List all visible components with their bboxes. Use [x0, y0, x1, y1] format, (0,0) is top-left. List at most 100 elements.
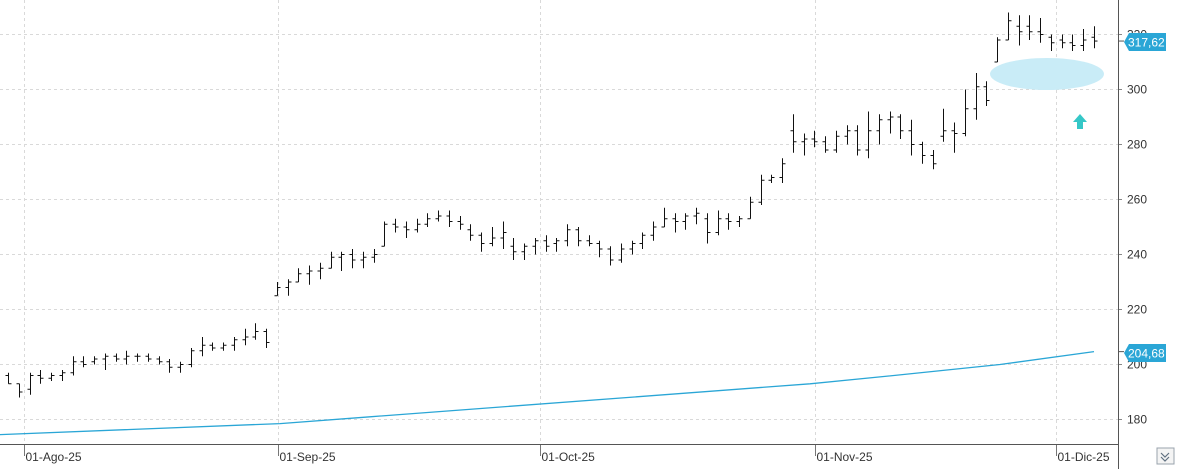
- price-bar: [919, 141, 926, 164]
- price-bar: [983, 81, 990, 106]
- price-bar: [381, 221, 388, 247]
- up-arrow-icon: [1073, 114, 1087, 129]
- price-bar: [231, 337, 238, 351]
- y-tick-label: 180: [1127, 413, 1147, 427]
- price-bar: [220, 342, 227, 351]
- price-bar: [392, 218, 399, 233]
- y-tick-label: 240: [1127, 248, 1147, 262]
- price-bar: [156, 356, 163, 365]
- price-bar: [295, 268, 302, 283]
- price-bar: [801, 133, 808, 156]
- price-bar: [285, 279, 292, 296]
- price-bar: [37, 370, 44, 384]
- grid: [0, 0, 1118, 444]
- ma-value-badge-bg: [1124, 344, 1166, 362]
- moving-average-series: [0, 350, 1095, 436]
- price-bar: [629, 240, 636, 255]
- price-bar: [596, 240, 603, 258]
- price-bar: [435, 210, 442, 222]
- price-bar: [242, 328, 249, 346]
- price-bar: [575, 227, 582, 247]
- price-bar: [940, 108, 947, 142]
- price-bar: [715, 210, 722, 236]
- price-bar: [704, 213, 711, 244]
- price-bar: [16, 383, 23, 398]
- price-bar: [48, 372, 55, 381]
- price-bar: [209, 342, 216, 351]
- y-tick-label: 260: [1127, 193, 1147, 207]
- price-bar: [80, 356, 87, 368]
- price-bar: [70, 356, 77, 376]
- price-bar: [887, 111, 894, 134]
- price-bar: [833, 130, 840, 153]
- price-bar: [779, 158, 786, 183]
- price-bar: [424, 213, 431, 227]
- x-tick-label: 01-Nov-25: [817, 450, 873, 464]
- price-bar: [854, 125, 861, 156]
- price-bar: [102, 353, 109, 370]
- price-bar: [973, 73, 980, 120]
- price-bar: [876, 114, 883, 145]
- price-bar: [59, 370, 66, 381]
- price-bar: [521, 243, 528, 260]
- price-bar: [188, 348, 195, 368]
- price-bar: [747, 196, 754, 220]
- price-bar: [306, 265, 313, 285]
- price-bar: [414, 218, 421, 233]
- price-bar: [91, 356, 98, 365]
- price-bar: [822, 136, 829, 153]
- price-bar: [672, 213, 679, 233]
- x-tick-label: 01-Sep-25: [280, 450, 336, 464]
- price-bar: [123, 350, 130, 365]
- price-bar: [274, 282, 281, 297]
- price-bar: [478, 232, 485, 252]
- scroll-arrows-icon[interactable]: [1156, 447, 1175, 465]
- highlight-ellipse: [990, 58, 1104, 90]
- x-tick-label: 01-Oct-25: [542, 450, 596, 464]
- price-bar: [1037, 18, 1044, 43]
- price-bar: [618, 243, 625, 263]
- price-bar: [1069, 34, 1076, 51]
- price-bar: [693, 207, 700, 225]
- price-bar: [457, 216, 464, 230]
- price-bar: [145, 353, 152, 362]
- price-bar: [403, 221, 410, 238]
- ma-value-badge: 204,68: [1124, 344, 1166, 362]
- price-bar: [790, 114, 797, 153]
- price-bar: [1048, 34, 1055, 51]
- price-bar: [510, 238, 517, 260]
- price-bar: [134, 353, 141, 362]
- ma-value-badge-text: 204,68: [1128, 347, 1165, 361]
- price-bar: [1059, 34, 1066, 49]
- last-price-badge: 317,62: [1124, 33, 1166, 51]
- y-tick-label: 280: [1127, 138, 1147, 152]
- price-bar: [113, 353, 120, 362]
- last-price-badge-text: 317,62: [1128, 36, 1165, 50]
- price-bar: [897, 114, 904, 139]
- price-bar: [5, 372, 12, 385]
- price-bar: [564, 224, 571, 247]
- price-bar: [27, 372, 34, 395]
- y-tick-label: 220: [1127, 303, 1147, 317]
- price-bar: [758, 174, 765, 205]
- axes: 18020022024026028030032001-Ago-2501-Sep-…: [0, 0, 1147, 469]
- price-bar: [1026, 15, 1033, 40]
- price-bar: [736, 216, 743, 227]
- price-bar: [650, 221, 657, 241]
- price-bar: [639, 232, 646, 249]
- price-bar: [338, 251, 345, 271]
- price-bars-series: [5, 12, 1098, 398]
- price-bar: [811, 130, 818, 148]
- price-bar: [908, 119, 915, 156]
- price-bar: [768, 174, 775, 183]
- price-bar: [532, 238, 539, 255]
- price-bar: [1091, 26, 1098, 49]
- last-price-badge-bg: [1124, 33, 1166, 51]
- price-bar: [199, 337, 206, 357]
- price-bar: [844, 125, 851, 145]
- price-bar: [467, 224, 474, 241]
- x-tick-label: 01-Ago-25: [26, 450, 82, 464]
- price-bar: [446, 210, 453, 227]
- y-tick-label: 300: [1127, 83, 1147, 97]
